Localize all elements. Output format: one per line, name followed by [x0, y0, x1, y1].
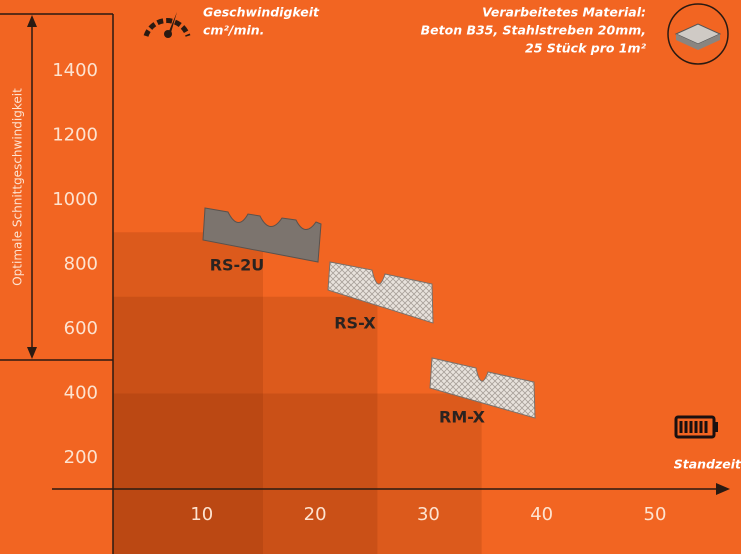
x-tick-label: 30: [417, 504, 440, 525]
material-line: 25 Stück pro 1m²: [525, 41, 646, 56]
header-speed: Geschwindigkeit: [203, 5, 320, 20]
battery-icon: [674, 415, 718, 439]
y-tick-label: 600: [64, 318, 98, 339]
bar: [113, 232, 263, 554]
product-label: RS-X: [334, 314, 376, 333]
segment-rsx: [327, 261, 434, 324]
y-axis-label: Optimale Schnittgeschwindigkeit: [11, 88, 25, 286]
product-label: RM-X: [439, 408, 486, 427]
y-tick-label: 1000: [52, 189, 98, 210]
x-axis-label: Standzeit: [674, 457, 741, 472]
segment-rs2u: [202, 207, 322, 263]
material-title: Verarbeitetes Material:: [482, 5, 646, 20]
segment-rmx: [429, 357, 536, 419]
x-axis-arrow: [716, 483, 730, 495]
product-label: RS-2U: [210, 256, 265, 275]
bar: [113, 393, 482, 554]
bar: [113, 296, 378, 554]
x-tick-label: 50: [644, 504, 667, 525]
y-tick-label: 800: [64, 254, 98, 275]
y-tick-label: 400: [64, 383, 98, 404]
material-line: Beton B35, Stahlstreben 20mm,: [421, 23, 646, 38]
x-tick-label: 40: [530, 504, 553, 525]
gauge-icon: [143, 12, 191, 38]
header-unit: cm²/min.: [203, 23, 264, 38]
y-tick-label: 1400: [52, 60, 98, 81]
material-icon: [667, 3, 729, 65]
y-tick-label: 200: [64, 447, 98, 468]
y-tick-label: 1200: [52, 125, 98, 146]
x-tick-label: 10: [190, 504, 213, 525]
x-tick-label: 20: [304, 504, 327, 525]
